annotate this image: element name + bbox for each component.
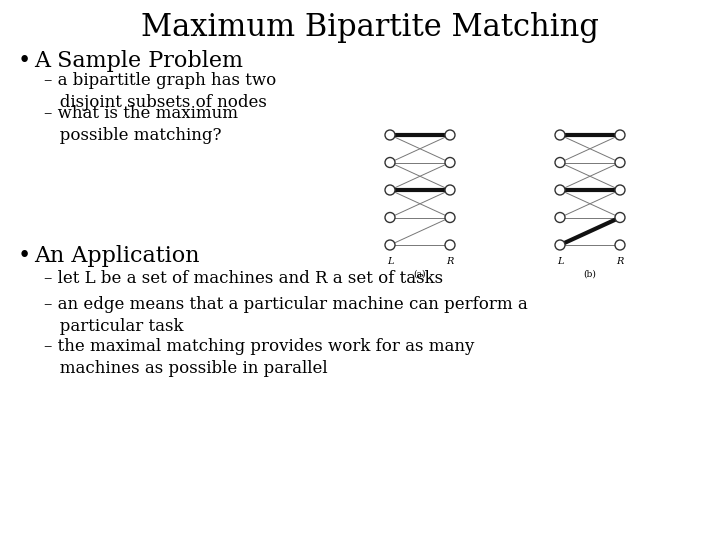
Circle shape [385,185,395,195]
Text: Maximum Bipartite Matching: Maximum Bipartite Matching [141,12,599,43]
Text: – what is the maximum
   possible matching?: – what is the maximum possible matching? [44,105,238,144]
Text: A Sample Problem: A Sample Problem [34,50,243,72]
Circle shape [385,240,395,250]
Text: – a bipartitle graph has two
   disjoint subsets of nodes: – a bipartitle graph has two disjoint su… [44,72,276,111]
Circle shape [615,240,625,250]
Circle shape [385,130,395,140]
Text: R: R [616,257,624,266]
Circle shape [615,185,625,195]
Circle shape [555,130,565,140]
Text: (b): (b) [584,270,596,279]
Circle shape [555,213,565,222]
Text: •: • [18,245,31,267]
Text: – an edge means that a particular machine can perform a
   particular task: – an edge means that a particular machin… [44,296,528,335]
Circle shape [615,213,625,222]
Circle shape [385,158,395,167]
Circle shape [445,158,455,167]
Text: L: L [557,257,563,266]
Circle shape [445,185,455,195]
Circle shape [445,240,455,250]
Circle shape [555,240,565,250]
Text: L: L [387,257,393,266]
Text: •: • [18,50,31,72]
Circle shape [615,130,625,140]
Text: R: R [446,257,454,266]
Circle shape [555,158,565,167]
Text: (a): (a) [414,270,426,279]
Circle shape [385,213,395,222]
Text: An Application: An Application [34,245,199,267]
Circle shape [445,130,455,140]
Circle shape [615,158,625,167]
Circle shape [445,213,455,222]
Text: – the maximal matching provides work for as many
   machines as possible in para: – the maximal matching provides work for… [44,338,474,377]
Text: – let L be a set of machines and R a set of tasks: – let L be a set of machines and R a set… [44,270,443,287]
Circle shape [555,185,565,195]
